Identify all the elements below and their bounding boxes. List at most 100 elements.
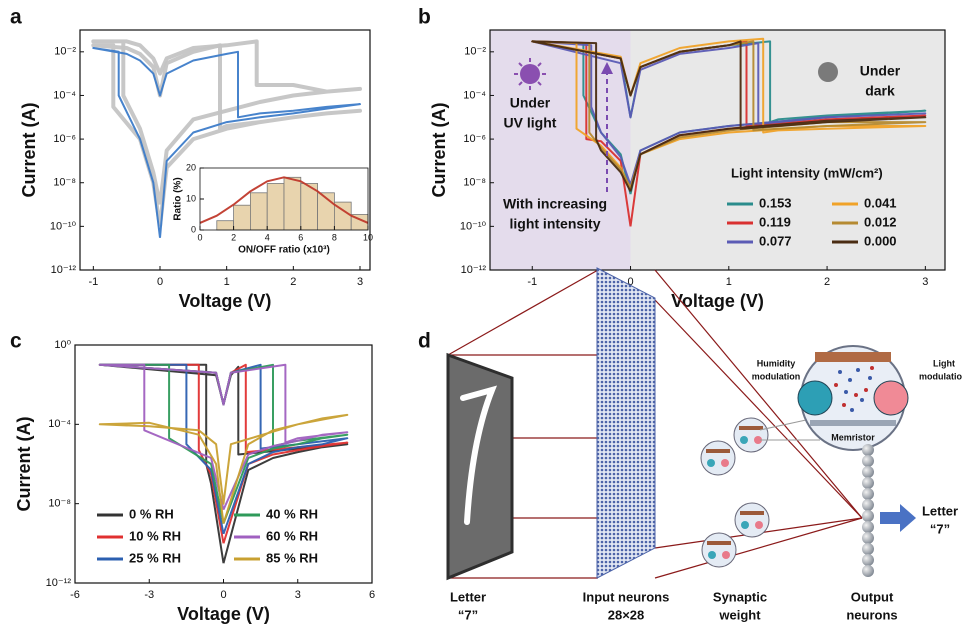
y-tick-label: 0 [191,224,196,234]
legend-label: 0.119 [759,214,791,229]
data-line [98,363,349,511]
histogram-bar [283,176,302,231]
legend-label: 0 % RH [129,506,174,521]
synapse [701,532,737,568]
light-icon [873,380,909,416]
data-line [199,176,369,224]
x-tick-label: 8 [332,232,337,242]
electrode [815,352,891,362]
y-axis-title: Current (A) [429,103,449,198]
annotation: UV light [504,115,557,131]
inset-label: modulation [752,371,801,381]
legend-label: 40 % RH [266,506,318,521]
y-axis-title: Current (A) [19,103,39,198]
synapse [734,502,770,538]
plot-frame [79,29,371,271]
output-neurons [862,444,874,577]
y-tick-label: 10⁻⁴ [53,89,76,101]
x-tick-label: 4 [265,232,270,242]
x-tick-label: -1 [527,276,537,288]
digit-seven [460,385,498,525]
x-tick-label: 3 [357,276,363,288]
panel-d: d Memristor Humidity modulation Light mo… [418,267,962,622]
data-line [98,413,349,524]
moon-icon [818,62,838,82]
x-tick-label: 3 [922,276,928,288]
x-tick-label: 0 [157,276,163,288]
memristor-inset: Memristor Humidity modulation Light modu… [752,345,962,451]
panel-label: d [418,330,431,353]
synapse [700,440,736,476]
annotation: With increasing [503,196,607,212]
output-label: “7” [930,521,950,536]
legend-label: 60 % RH [266,528,318,543]
plot-frame [489,29,946,271]
annotation: dark [865,83,895,99]
x-tick-label: 1 [224,276,230,288]
inset-label: Memristor [831,432,875,442]
data-line [92,47,361,238]
charts: -1 0 1 2 3 10⁻² 10⁻⁴ 10⁻⁶ 10⁻⁸ 10⁻¹⁰ 10⁻¹² Voltage … [10,6,946,624]
y-tick-label: 10 [186,193,196,203]
y-tick-label: 10⁻¹² [51,264,77,276]
y-tick-label: 10⁻⁴ [48,418,71,430]
ions [838,368,872,412]
data-line [98,363,349,535]
legend-label: 0.012 [864,214,897,229]
input-neurons [596,267,656,579]
data-line [531,40,927,186]
uv-icon [520,64,540,84]
inset-label: Humidity [757,358,796,368]
data-line [91,39,362,205]
node-label: neurons [846,607,897,622]
synapses [700,417,770,568]
b-decor [514,58,838,192]
x-tick-label: 6 [369,589,375,601]
node-label: Output [851,589,894,604]
y-tick-label: 10⁻⁶ [463,133,486,145]
legend-label: 0.077 [759,233,792,248]
node-label: Input neurons [583,589,670,604]
output-label: Letter [922,503,958,518]
plot-area [75,345,372,583]
x-axis-title: Voltage (V) [177,604,270,624]
y-tick-label: 10⁻⁸ [48,498,71,510]
x-tick-label: 2 [290,276,296,288]
x-tick-label: 0 [627,276,633,288]
legend-label: 0.041 [864,195,897,210]
data-line [98,363,349,564]
panel-label: c [10,330,22,353]
node-label: Synaptic [713,589,767,604]
x-tick-label: 0 [197,232,202,242]
letter-image [446,352,514,581]
y-tick-label: 10⁻¹² [46,577,72,589]
x-tick-label: -1 [88,276,98,288]
x-tick-label: 1 [726,276,732,288]
legend-title: Light intensity (mW/cm²) [731,165,883,180]
data-line [531,40,927,192]
x-tick-label: 0 [220,589,226,601]
node-label: 28×28 [608,607,645,622]
x-tick-label: 6 [298,232,303,242]
y-tick-label: 10⁻¹⁰ [50,220,77,232]
y-tick-label: 10⁰ [54,339,71,351]
uv-rays [514,58,546,90]
x-tick-label: -3 [144,589,154,601]
synapse-icons [707,436,763,559]
legend-label: 85 % RH [266,550,318,565]
annotation: light intensity [510,216,601,232]
shaded-region [630,30,945,270]
x-tick-label: 10 [363,232,373,242]
node-label: Letter [450,589,486,604]
x-axis-title: Voltage (V) [671,291,764,311]
electrode [810,420,896,426]
synapse [733,417,769,453]
arrow-head [601,62,613,74]
panel-label: a [10,6,22,29]
panel-label: b [418,6,431,29]
x-tick-label: -6 [70,589,80,601]
legend-label: 25 % RH [129,550,181,565]
x-tick-label: 3 [295,589,301,601]
y-axis-title: Ratio (%) [173,177,184,220]
